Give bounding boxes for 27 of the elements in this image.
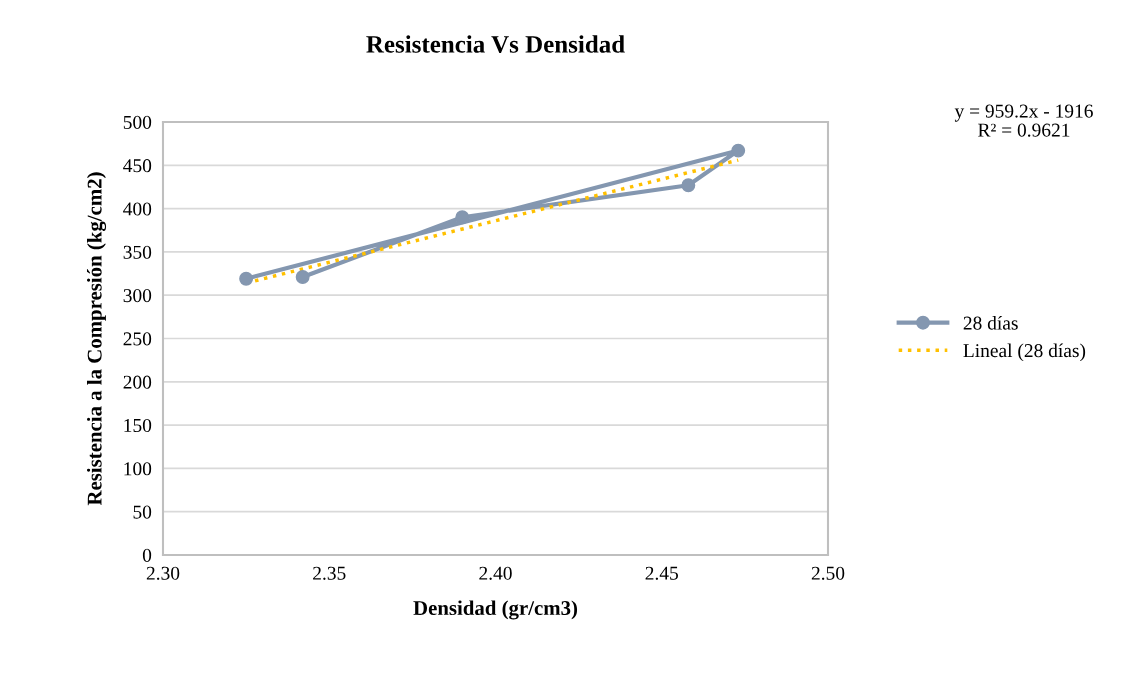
text: y = 959.2x - 1916 R² = 0.9621 [954,104,1093,137]
chart-title: Resistencia Vs Densidad [366,35,625,53]
y-tick-label: 150 [124,418,152,433]
y-tick-label: 250 [123,332,152,346]
x-tick-label: 2.30 [146,566,180,580]
y-tick-label: 0 [142,548,152,562]
y-tick-label: 500 [123,115,152,129]
point [455,210,470,225]
y-axis-title: Resistencia a la Compresión (kg/cm2) [86,172,107,506]
point [239,271,254,286]
point [295,270,310,284]
y-tick-label: 50 [133,505,152,519]
y-tick-label: 350 [123,245,152,259]
legend-label: 28 días [963,315,1018,330]
y-tick-label: 200 [123,375,152,389]
x-tick-label: 2.50 [811,566,845,580]
x-tick-label: 2.40 [479,566,512,580]
x-tick-label: 2.35 [313,566,346,580]
y-tick-label: 400 [123,202,152,216]
legend-label: Lineal (28 días) [963,343,1086,362]
x-axis-title: Densidad (gr/cm3) [413,600,578,620]
point [731,143,746,158]
y-tick-label: 300 [123,289,152,303]
point [681,178,696,193]
x-tick-label: 2.45 [645,566,678,580]
y-tick-label: 450 [123,159,152,173]
y-tick-label: 100 [124,462,152,476]
